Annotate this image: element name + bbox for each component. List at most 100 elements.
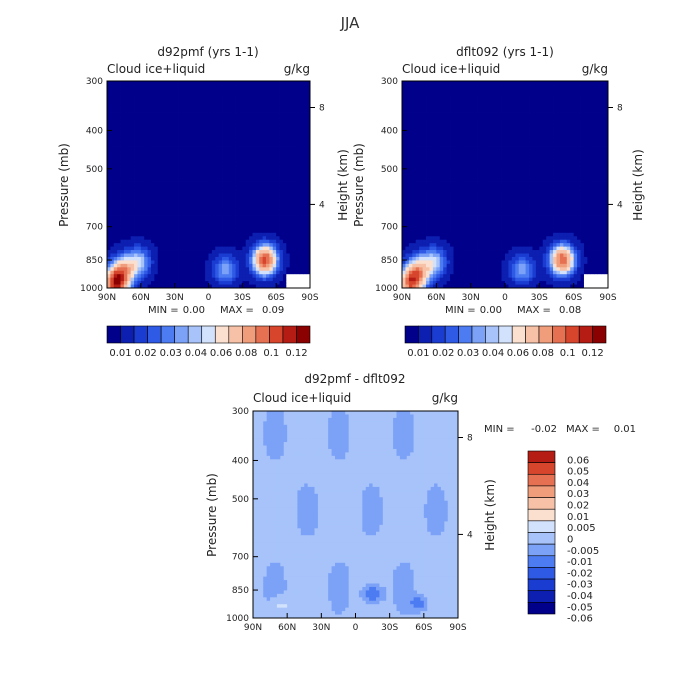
- field-cell: [289, 125, 294, 130]
- field-cell: [470, 115, 475, 120]
- field-cell: [269, 191, 274, 196]
- field-cell: [205, 167, 209, 172]
- panel-title: dflt092 (yrs 1-1): [456, 45, 554, 59]
- field-cell: [443, 139, 448, 144]
- field-cell: [130, 167, 135, 172]
- field-cell: [426, 267, 430, 272]
- field-cell: [276, 198, 280, 203]
- field-cell: [282, 274, 287, 279]
- field-cell: [215, 184, 220, 189]
- field-cell: [191, 239, 196, 244]
- field-cell: [140, 115, 145, 120]
- field-cell: [266, 212, 270, 216]
- field-cell: [446, 191, 451, 196]
- field-cell: [242, 181, 247, 185]
- field-cell: [259, 184, 264, 189]
- field-cell: [439, 122, 444, 127]
- field-cell: [228, 222, 233, 227]
- field-cell: [245, 205, 250, 210]
- field-cell: [110, 281, 115, 285]
- field-cell: [252, 81, 257, 85]
- field-cell: [245, 94, 250, 99]
- field-cell: [178, 191, 182, 196]
- field-cell: [157, 101, 162, 106]
- field-cell: [293, 167, 297, 172]
- field-cell: [426, 263, 430, 268]
- field-cell: [164, 105, 169, 109]
- field-cell: [137, 194, 142, 199]
- field-cell: [286, 146, 291, 151]
- field-cell: [282, 84, 287, 89]
- field-cell: [208, 167, 213, 172]
- field-cell: [276, 112, 280, 116]
- field-cell: [194, 170, 199, 175]
- field-cell: [171, 284, 176, 289]
- field-cell: [198, 274, 203, 279]
- field-cell: [456, 212, 461, 216]
- field-cell: [259, 84, 264, 89]
- field-cell: [429, 201, 434, 206]
- field-cell: [194, 201, 199, 206]
- field-cell: [117, 187, 121, 192]
- field-cell: [123, 267, 128, 272]
- field-cell: [296, 143, 301, 147]
- field-cell: [191, 205, 196, 210]
- field-cell: [262, 208, 267, 213]
- field-cell: [147, 225, 152, 230]
- field-cell: [408, 263, 413, 268]
- field-cell: [144, 156, 148, 161]
- colorbar-swatch: [282, 325, 297, 344]
- field-cell: [130, 184, 135, 189]
- field-cell: [211, 184, 216, 189]
- field-cell: [205, 205, 209, 210]
- field-cell: [232, 277, 236, 282]
- field-cell: [429, 243, 434, 247]
- field-cell: [232, 105, 236, 109]
- field-cell: [144, 136, 148, 141]
- field-cell: [174, 101, 179, 106]
- field-cell: [225, 284, 230, 289]
- field-cell: [205, 118, 209, 123]
- field-cell: [450, 136, 454, 141]
- field-cell: [262, 122, 267, 127]
- field-cell: [238, 191, 243, 196]
- field-cell: [188, 118, 192, 123]
- field-cell: [419, 146, 423, 151]
- field-cell: [147, 219, 152, 223]
- field-cell: [293, 256, 297, 261]
- field-cell: [184, 201, 189, 206]
- colorbar-swatch: [228, 325, 243, 344]
- field-cell: [184, 274, 189, 279]
- field-cell: [140, 232, 145, 237]
- field-cell: [157, 187, 162, 192]
- field-cell: [178, 87, 182, 92]
- field-cell: [225, 146, 230, 151]
- field-cell: [266, 246, 270, 251]
- field-cell: [198, 132, 203, 137]
- field-cell: [266, 153, 270, 158]
- field-cell: [286, 277, 291, 282]
- field-cell: [242, 94, 247, 99]
- field-cell: [293, 115, 297, 120]
- field-cell: [432, 215, 437, 220]
- field-cell: [463, 153, 468, 158]
- field-cell: [467, 108, 472, 113]
- field-cell: [150, 277, 155, 282]
- field-cell: [272, 139, 277, 144]
- field-cell: [282, 222, 287, 227]
- field-cell: [215, 153, 220, 158]
- field-cell: [453, 212, 458, 216]
- field-cell: [113, 243, 118, 247]
- field-cell: [460, 177, 465, 182]
- field-cell: [117, 239, 121, 244]
- field-cell: [164, 94, 169, 99]
- field-cell: [453, 208, 458, 213]
- field-cell: [137, 115, 142, 120]
- field-cell: [255, 177, 260, 182]
- field-cell: [205, 253, 209, 258]
- field-cell: [123, 219, 128, 223]
- field-cell: [147, 160, 152, 165]
- field-cell: [191, 229, 196, 234]
- field-cell: [120, 239, 125, 244]
- field-cell: [470, 250, 475, 254]
